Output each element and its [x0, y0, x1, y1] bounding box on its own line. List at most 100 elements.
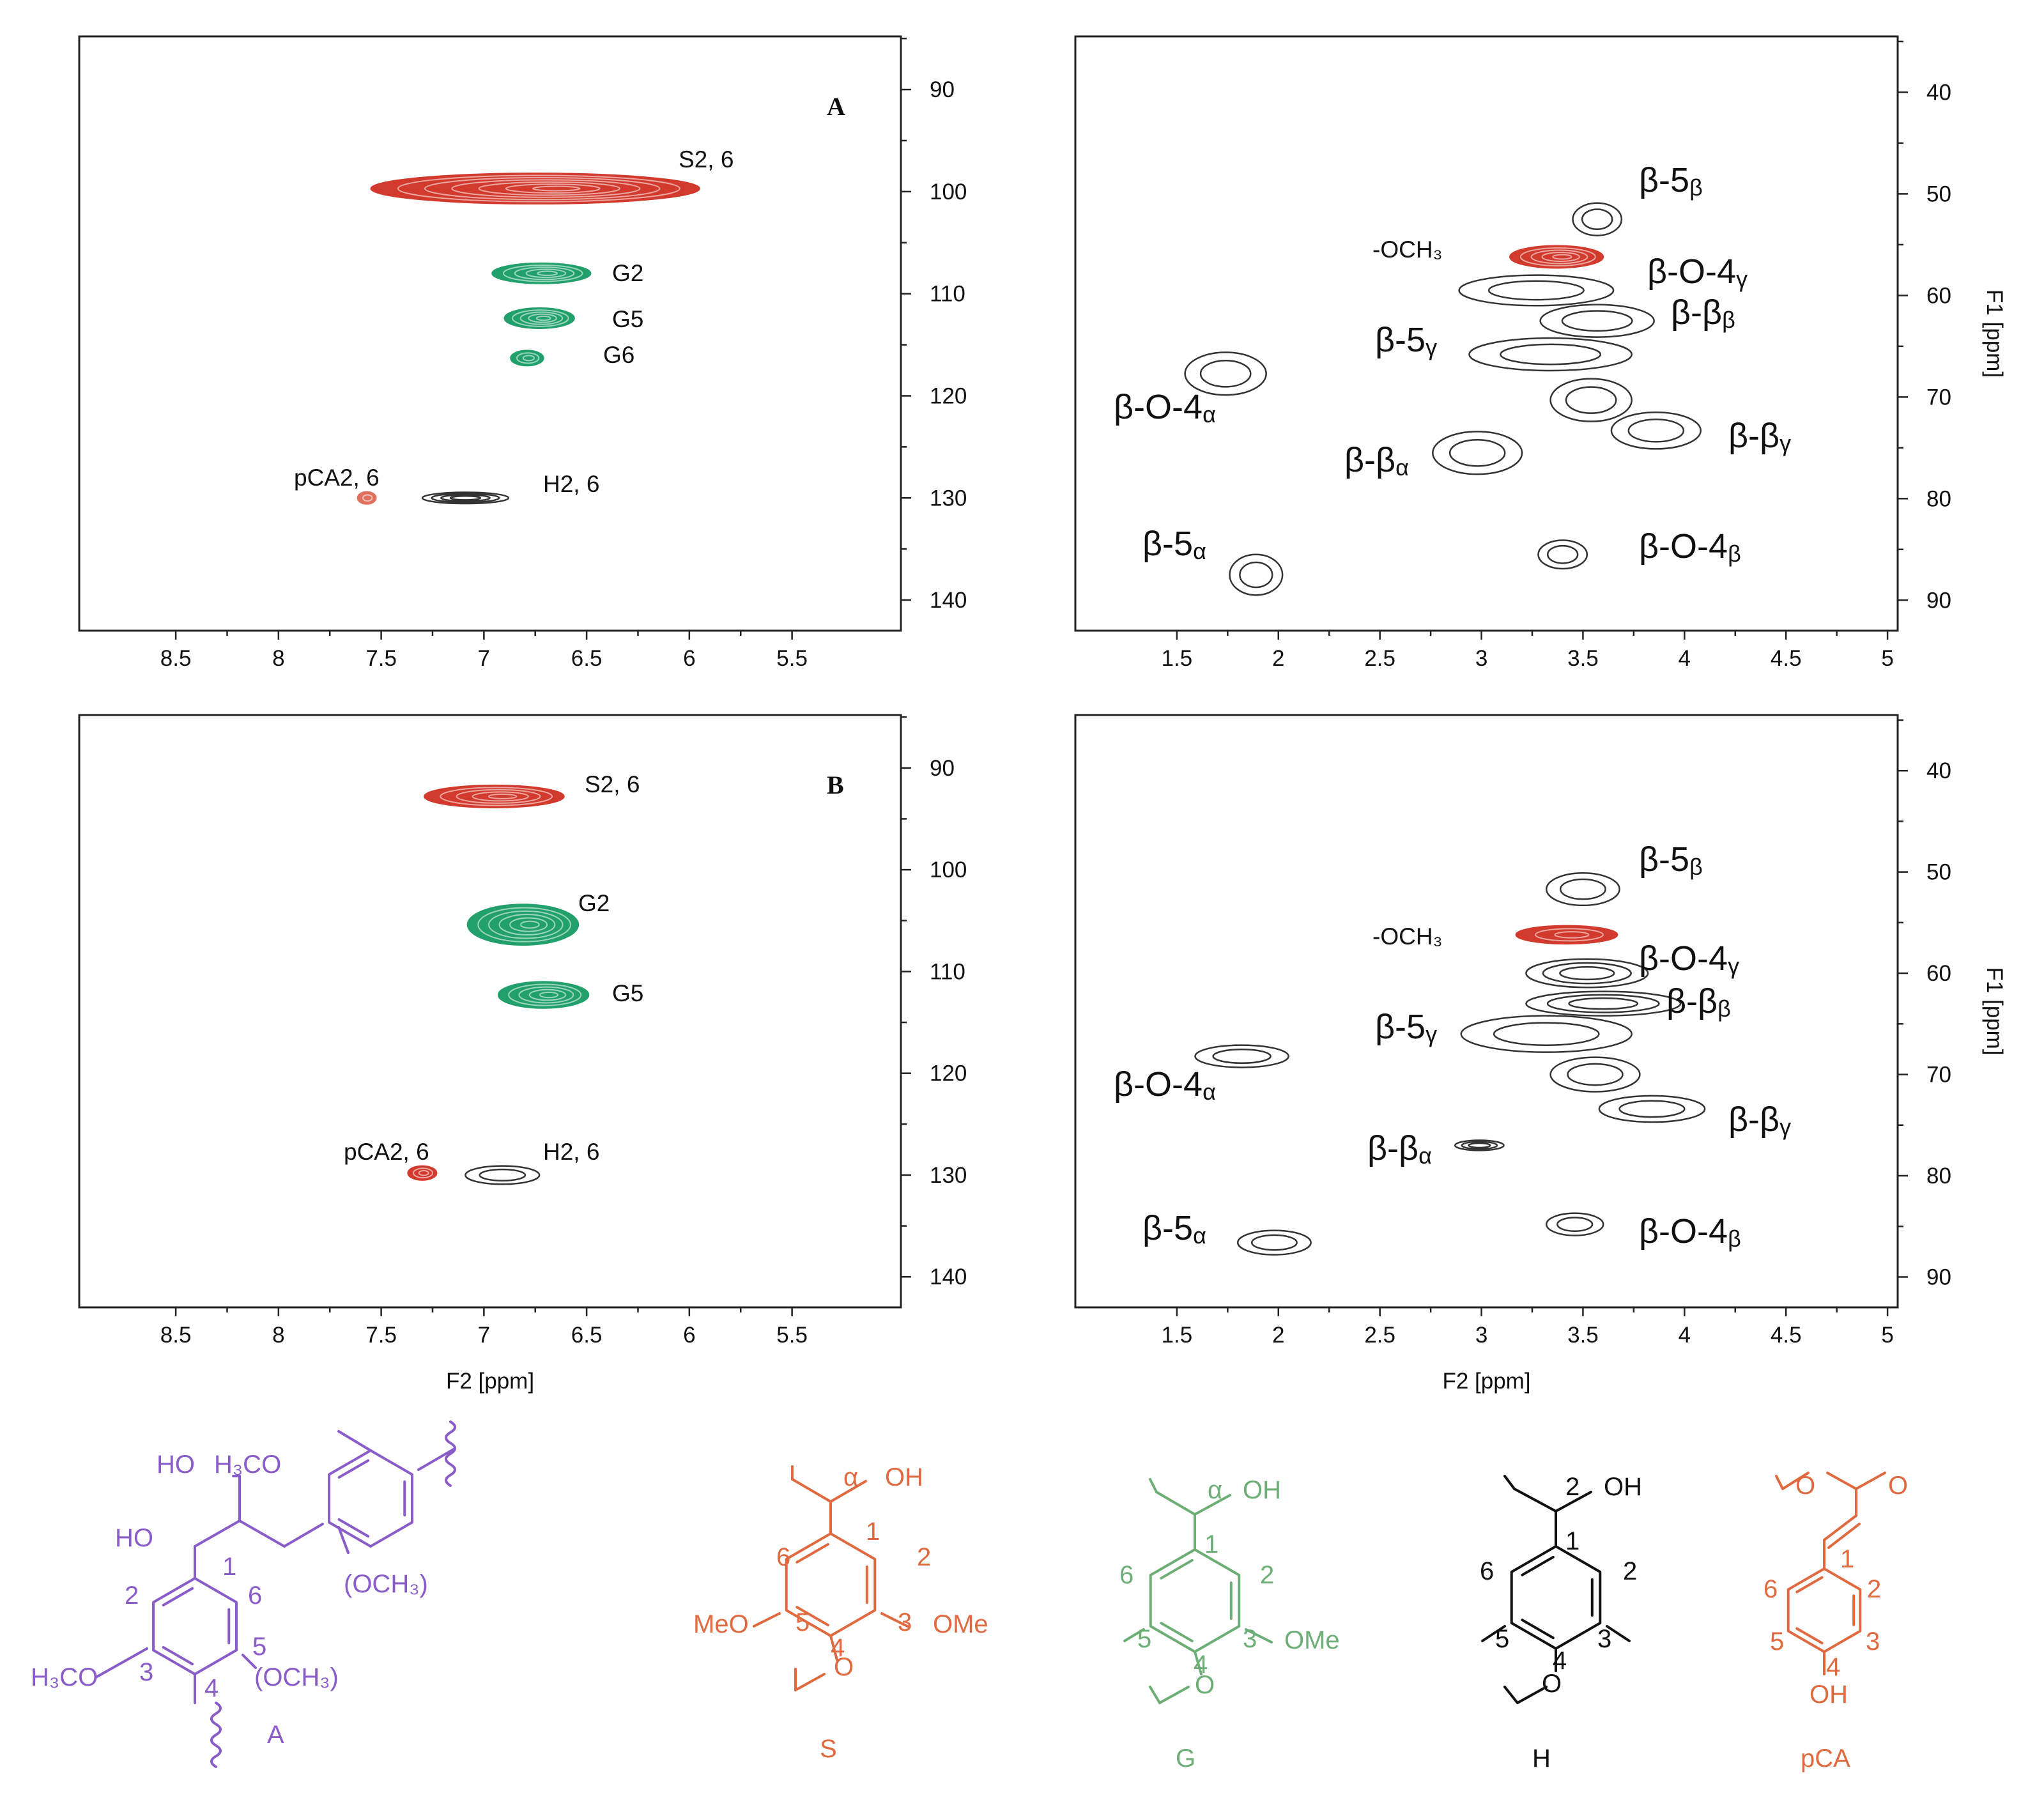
y-tick-label: 90: [1926, 588, 1951, 613]
bond-line: [829, 1635, 838, 1661]
peak-contour-line: [1627, 418, 1685, 443]
peak-contour-line: [1500, 343, 1602, 366]
bond-line: [794, 1673, 826, 1691]
peak-label: β-O-4γ: [1647, 252, 1748, 292]
y-tick-label: 90: [1926, 1265, 1951, 1289]
peak-contour-line: [1468, 337, 1633, 372]
y-tick-label: 80: [1926, 486, 1951, 511]
peak-g2: [491, 262, 592, 284]
peak-contour-line: [1250, 1234, 1298, 1251]
structure-text: 3: [898, 1608, 912, 1636]
x-tick-label: 6: [683, 1323, 695, 1348]
y-tick-label: 90: [930, 77, 955, 102]
x-axis-label: F2 [ppm]: [1442, 1369, 1530, 1394]
structure-s: α OH1 2 6 3 45 MeO OMe O S: [693, 1463, 988, 1763]
peak-contour-outer: [503, 307, 575, 330]
peak--: [1539, 304, 1655, 338]
structure-text: H: [1532, 1744, 1551, 1773]
structure-text: 1: [1840, 1545, 1854, 1573]
structure-text: G: [1176, 1744, 1195, 1773]
peak-label: G5: [612, 980, 643, 1006]
x-tick-label: 8: [272, 1323, 284, 1348]
structure-text: OH: [1243, 1476, 1281, 1504]
bond-line: [1123, 1628, 1145, 1642]
structure-text: 2: [125, 1581, 139, 1610]
peak-label: β-5β: [1639, 161, 1703, 201]
y-tick-label: 140: [930, 588, 967, 613]
peak--o-4-: [1525, 958, 1649, 989]
peak-contour-line: [1458, 274, 1615, 307]
structure-text: O: [1888, 1472, 1908, 1500]
peak-contour-line: [1525, 958, 1649, 989]
peak-contour-line: [472, 791, 529, 802]
peak-contour-line: [451, 179, 641, 198]
peak-contour-line: [1525, 990, 1682, 1017]
peak-contour-line: [1581, 208, 1613, 231]
bond-line: [880, 1612, 909, 1628]
y-tick-label: 40: [1926, 80, 1951, 105]
bond-line: [753, 1612, 781, 1628]
structure-text: HO: [157, 1451, 195, 1479]
peak-contour-line: [1545, 1212, 1604, 1236]
y-axis-label: F1 [ppm]: [1982, 967, 2007, 1055]
peak--o-4-: [1545, 1212, 1604, 1236]
peak--: [1454, 1139, 1505, 1151]
x-tick-label: 1.5: [1162, 646, 1193, 671]
structure-text: 1: [866, 1518, 880, 1546]
peak-label: S2, 6: [679, 146, 734, 173]
peak-group: [1184, 202, 1702, 596]
structure-text: 4: [1826, 1653, 1840, 1681]
peak--och-: [1509, 245, 1604, 269]
y-tick-label: 80: [1926, 1164, 1951, 1189]
structure-text: S: [820, 1735, 837, 1763]
y-tick-label: 110: [930, 282, 965, 307]
bond-line: [1826, 1472, 1857, 1490]
double-bond: [1521, 1619, 1555, 1640]
peak-g5: [503, 307, 575, 330]
wavy-bond: [445, 1420, 456, 1487]
peak-contour-line: [1559, 966, 1615, 981]
bond-line: [242, 1654, 257, 1669]
structure-text: 6: [248, 1581, 262, 1610]
structure-text: 2: [1565, 1473, 1579, 1501]
peak-label: β-βα: [1344, 441, 1409, 481]
structure-text: OH: [885, 1463, 923, 1491]
bond-line: [417, 1448, 455, 1471]
structure-text: O: [1795, 1472, 1815, 1500]
y-tick-label: 60: [1926, 283, 1951, 308]
x-tick-label: 2: [1272, 646, 1284, 671]
peak-contour-line: [502, 264, 583, 282]
x-tick-label: 1.5: [1162, 1323, 1193, 1348]
peak-contour-line: [1539, 304, 1655, 338]
peak-group: [357, 173, 700, 505]
structure-text: 2: [917, 1543, 931, 1571]
bond-line: [1194, 1651, 1203, 1675]
peak-label: β-βγ: [1728, 417, 1791, 456]
y-axis-label: F1 [ppm]: [1982, 289, 2007, 378]
bond-line: [194, 1520, 241, 1548]
structure-text: 4: [1553, 1647, 1567, 1675]
bond-line: [337, 1430, 372, 1452]
structure-text: 5: [795, 1608, 810, 1636]
peak-contour-line: [1610, 411, 1702, 450]
benzene-ring: [1510, 1545, 1602, 1650]
peak-contour-line: [1229, 553, 1284, 596]
peak-h2-6: [465, 1165, 541, 1185]
peak-contour-line: [1556, 1217, 1594, 1233]
wavy-bond: [210, 1702, 222, 1768]
peak-contour-line: [1559, 878, 1606, 900]
peak-contour-line: [1454, 1139, 1505, 1151]
peak-contour-line: [456, 789, 541, 804]
bond-line: [337, 1526, 350, 1554]
peak-contour-line: [1519, 247, 1596, 266]
peak--5-: [1229, 553, 1284, 596]
peak-contour-line: [421, 491, 510, 505]
structure-text: 3: [1866, 1628, 1880, 1656]
peak-contour-line: [1448, 439, 1506, 467]
structure-text: 6: [1480, 1557, 1494, 1585]
y-tick-label: 140: [930, 1265, 967, 1289]
bond-line: [1245, 1628, 1273, 1643]
y-tick-label: 40: [1926, 758, 1951, 783]
peak-contour-line: [413, 1167, 434, 1179]
